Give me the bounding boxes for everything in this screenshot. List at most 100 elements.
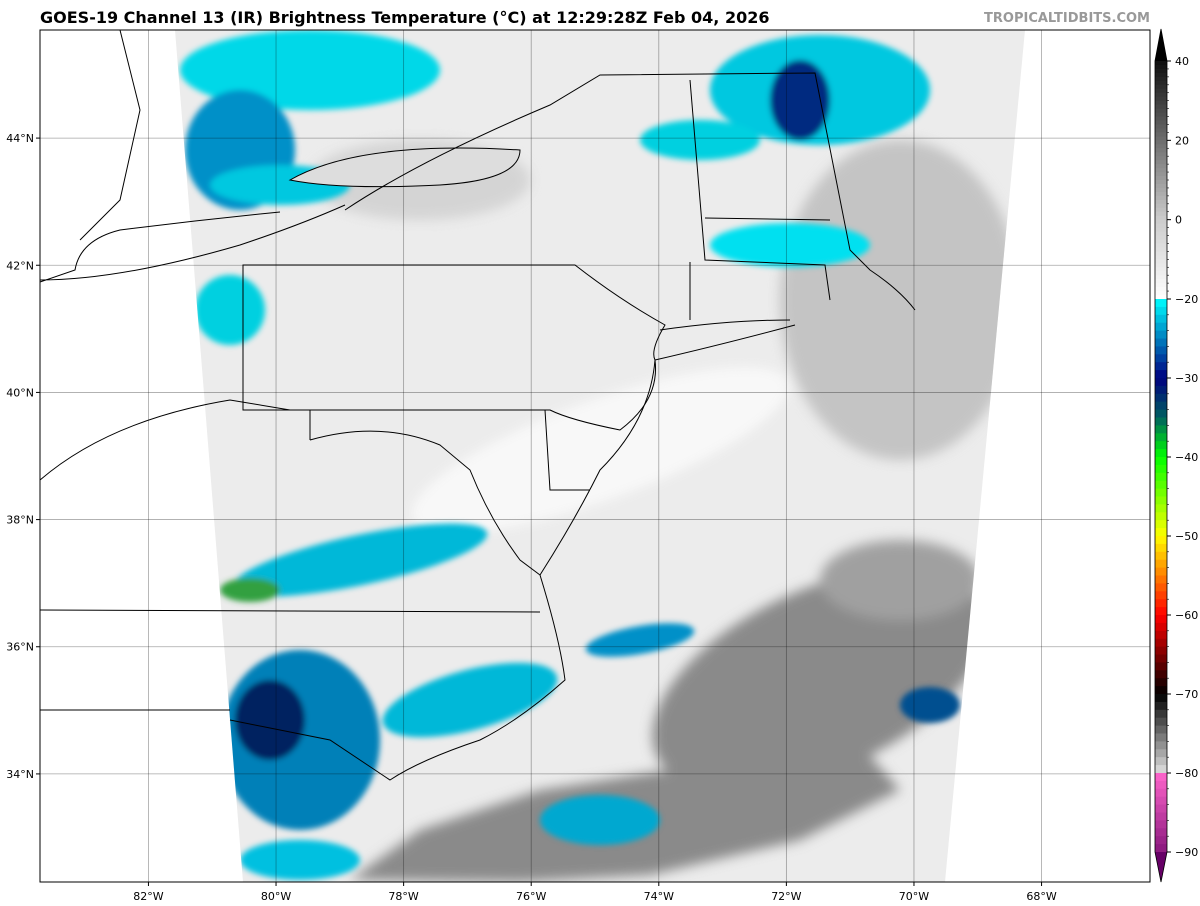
colorbar-segment — [1155, 717, 1167, 727]
lon-tick-label: 70°W — [899, 890, 929, 903]
colorbar-segment — [1155, 338, 1167, 347]
colorbar-segment — [1155, 725, 1167, 734]
colorbar-segment — [1155, 488, 1167, 497]
colorbar-segment — [1155, 804, 1167, 813]
colorbar-segment — [1155, 591, 1167, 600]
colorbar-segment — [1155, 528, 1167, 537]
colorbar-segment — [1155, 378, 1167, 387]
colorbar-tick-label: −60 — [1175, 609, 1198, 622]
colorbar-segment — [1155, 152, 1167, 157]
colorbar-segment — [1155, 172, 1167, 177]
colorbar-segment — [1155, 765, 1167, 774]
colorbar-segment — [1155, 836, 1167, 845]
lon-tick-label: 76°W — [516, 890, 546, 903]
colorbar-segment — [1155, 116, 1167, 121]
colorbar-segment — [1155, 235, 1167, 240]
lon-tick-label: 78°W — [388, 890, 418, 903]
colorbar-segment — [1155, 104, 1167, 110]
colorbar-tick-label: −20 — [1175, 293, 1198, 306]
colorbar-segment — [1155, 295, 1167, 300]
colorbar-segment — [1155, 112, 1167, 118]
colorbar-segment — [1155, 393, 1167, 403]
colorbar-segment — [1155, 354, 1167, 363]
colorbar-segment — [1155, 239, 1167, 244]
colorbar-segment — [1155, 828, 1167, 837]
colorbar-segment — [1155, 480, 1167, 490]
colorbar-segment — [1155, 496, 1167, 505]
colorbar-segment — [1155, 362, 1167, 371]
colorbar-segment — [1155, 607, 1167, 616]
colorbar-segment — [1155, 820, 1167, 829]
colorbar-segment — [1155, 183, 1167, 189]
colorbar-segment — [1155, 191, 1167, 197]
colorbar-tick-label: 20 — [1175, 134, 1189, 147]
colorbar-segment — [1155, 227, 1167, 233]
colorbar-segment — [1155, 504, 1167, 513]
colorbar-segment — [1155, 686, 1167, 695]
colorbar-segment — [1155, 243, 1167, 248]
colorbar-segment — [1155, 670, 1167, 679]
lat-tick-label: 42°N — [6, 259, 34, 272]
lon-tick-label: 82°W — [133, 890, 163, 903]
colorbar-segment — [1155, 322, 1167, 332]
colorbar-segment — [1155, 757, 1167, 766]
colorbar-segment — [1155, 76, 1167, 82]
colorbar-segment — [1155, 164, 1167, 169]
colorbar-segment — [1155, 180, 1167, 185]
colorbar-segment — [1155, 211, 1167, 217]
colorbar-segment — [1155, 124, 1167, 129]
colorbar-segment — [1155, 108, 1167, 114]
colorbar-segment — [1155, 796, 1167, 806]
colorbar-segment — [1155, 231, 1167, 237]
colorbar-segment — [1155, 156, 1167, 161]
colorbar-segment — [1155, 267, 1167, 272]
colorbar-segment — [1155, 464, 1167, 474]
colorbar-tick-label: 0 — [1175, 214, 1182, 227]
cloud-field — [180, 30, 1020, 882]
colorbar-tick-label: 40 — [1175, 55, 1189, 68]
colorbar-segment — [1155, 575, 1167, 584]
colorbar-segment — [1155, 68, 1167, 74]
colorbar-segment — [1155, 741, 1167, 750]
colorbar-segment — [1155, 773, 1167, 782]
brand-watermark: TROPICALTIDBITS.COM — [984, 11, 1150, 26]
lat-tick-label: 34°N — [6, 768, 34, 781]
colorbar-segment — [1155, 299, 1167, 308]
colorbar-segment — [1155, 701, 1167, 711]
colorbar-segment — [1155, 80, 1167, 86]
colorbar-tick-label: −30 — [1175, 372, 1198, 385]
colorbar-segment — [1155, 160, 1167, 165]
colorbar-segment — [1155, 306, 1167, 316]
colorbar-segment — [1155, 417, 1167, 426]
lon-tick-label: 72°W — [771, 890, 801, 903]
colorbar-segment — [1155, 96, 1167, 102]
colorbar-segment — [1155, 223, 1167, 229]
colorbar-segment — [1155, 385, 1167, 395]
colorbar-segment — [1155, 425, 1167, 434]
lon-tick-label: 80°W — [261, 890, 291, 903]
colorbar-segment — [1155, 599, 1167, 608]
colorbar-segment — [1155, 638, 1167, 648]
colorbar-segment — [1155, 314, 1167, 324]
colorbar-segment — [1155, 275, 1167, 280]
colorbar-segment — [1155, 92, 1167, 98]
colorbar-max-arrow — [1155, 29, 1167, 61]
colorbar-segment — [1155, 559, 1167, 569]
colorbar-segment — [1155, 291, 1167, 296]
colorbar-segment — [1155, 733, 1167, 742]
colorbar-segment — [1155, 512, 1167, 521]
colorbar-segment — [1155, 622, 1167, 632]
colorbar-segment — [1155, 543, 1167, 553]
colorbar-segment — [1155, 844, 1167, 853]
colorbar-segment — [1155, 64, 1167, 70]
colorbar-segment — [1155, 346, 1167, 355]
colorbar-segment — [1155, 168, 1167, 173]
colorbar-segment — [1155, 457, 1167, 466]
colorbar-segment — [1155, 88, 1167, 94]
colorbar-segment — [1155, 536, 1167, 545]
colorbar-segment — [1155, 144, 1167, 149]
coastlines-and-borders — [40, 30, 916, 781]
colorbar: 40 20 0 −20 −30 −40 −50 −60 −70 −80 −90 — [1154, 28, 1198, 883]
colorbar-segment — [1155, 433, 1167, 442]
